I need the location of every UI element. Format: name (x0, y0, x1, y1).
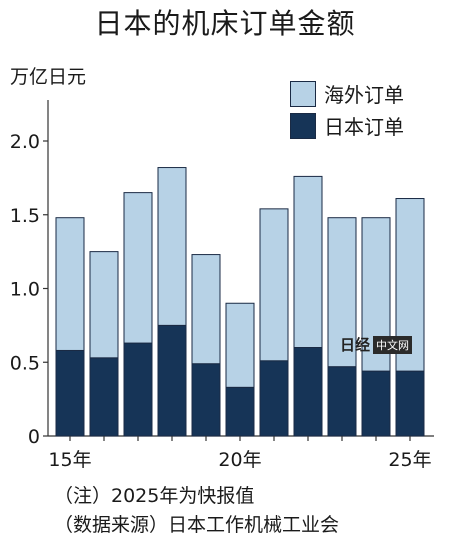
legend-item-domestic: 日本订单 (290, 110, 404, 141)
bar-overseas (89, 251, 119, 359)
bar-domestic (191, 363, 221, 437)
y-tick-label: 1.5 (10, 205, 40, 227)
y-tick-label: 0 (28, 426, 40, 448)
bar-overseas (225, 302, 255, 388)
bar-overseas (123, 192, 153, 344)
legend-swatch-domestic (290, 112, 316, 139)
bar-domestic (123, 342, 153, 437)
watermark: 日经 中文网 (340, 334, 413, 355)
bar-overseas (55, 217, 85, 351)
watermark-box: 中文网 (373, 335, 413, 354)
bar-domestic (327, 366, 357, 437)
bar-domestic (259, 360, 289, 437)
y-tick-label: 1.0 (10, 279, 40, 301)
y-tick-label: 2.0 (10, 131, 40, 153)
bar-overseas (327, 217, 357, 368)
bar-domestic (395, 370, 425, 437)
note-source: （数据来源）日本工作机械工业会 (54, 514, 340, 536)
x-tick-label: 25年 (388, 449, 431, 471)
legend-swatch-overseas (290, 80, 316, 107)
bar-domestic (157, 324, 187, 437)
bar-domestic (55, 349, 85, 437)
y-tick-label: 0.5 (10, 352, 40, 374)
y-axis-unit-label: 万亿日元 (10, 66, 87, 88)
bar-domestic (293, 347, 323, 437)
watermark-logo: 日经 (340, 336, 371, 354)
bar-overseas (293, 175, 323, 348)
legend-item-overseas: 海外订单 (290, 78, 404, 109)
notes: （注）2025年为快报值 （数据来源）日本工作机械工业会 (54, 482, 339, 540)
legend-label-domestic: 日本订单 (324, 115, 404, 139)
bar-overseas (191, 254, 221, 365)
legend: 海外订单 日本订单 (290, 78, 404, 142)
bar-domestic (361, 370, 391, 437)
chart-title: 日本的机床订单金额 (94, 7, 356, 40)
bar-overseas (259, 208, 289, 362)
x-tick-label: 20年 (218, 449, 261, 471)
bar-domestic (89, 357, 119, 437)
bar-overseas (157, 167, 187, 326)
x-tick-label: 15年 (48, 449, 91, 471)
legend-label-overseas: 海外订单 (324, 83, 404, 107)
note-preliminary: （注）2025年为快报值 (54, 485, 255, 507)
bar-domestic (225, 386, 255, 437)
